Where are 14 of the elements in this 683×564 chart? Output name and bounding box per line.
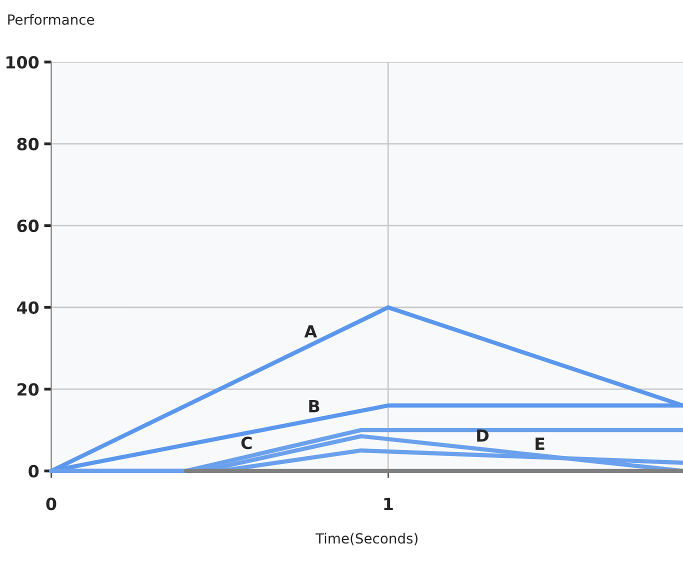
y-axis-title: Performance: [8, 14, 94, 25]
x-tick-label: 1: [384, 498, 393, 510]
y-tick-label: 20: [18, 383, 39, 396]
y-tick-label: 60: [17, 220, 39, 232]
annotation: B: [309, 400, 320, 412]
y-tick-label: 80: [17, 138, 39, 150]
y-tick-label: 0: [28, 464, 39, 478]
annotation: C: [241, 436, 252, 450]
annotation: E: [536, 438, 544, 450]
annotation: D: [477, 429, 489, 442]
y-tick-label: 100: [6, 56, 39, 69]
annotation: A: [304, 325, 318, 338]
y-tick-label: 40: [16, 301, 39, 314]
x-axis-title: Time(Seconds): [315, 532, 418, 546]
